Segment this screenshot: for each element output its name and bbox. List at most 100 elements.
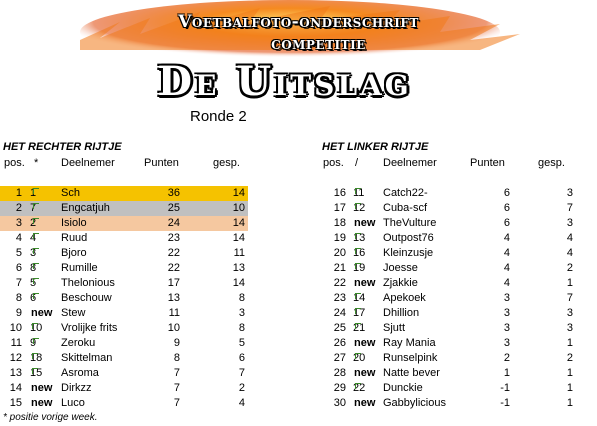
row-points: 3: [503, 322, 510, 334]
row-position: 10: [9, 322, 22, 334]
table-row: 21 19 Joesse 4 2: [320, 261, 578, 276]
row-participant: Bjoro: [61, 247, 87, 259]
row-played: 8: [238, 292, 245, 304]
row-previous-position: 17: [353, 307, 366, 319]
trend-arrow-icon: [33, 248, 39, 254]
row-played: 3: [238, 307, 245, 319]
row-participant: Dunckie: [383, 382, 423, 394]
row-points: 22: [167, 247, 180, 259]
row-position: 6: [15, 262, 22, 274]
table-row: 25 21 Sjutt 3 3: [320, 321, 578, 336]
row-position: 22: [333, 277, 346, 289]
table-row: 11 9 Zeroku 9 5: [0, 336, 248, 351]
banner: Voetbalfoto-onderschrift competitie De U…: [0, 0, 597, 110]
row-participant: Skittelman: [61, 352, 113, 364]
left-table-title: HET RECHTER RIJTJE: [3, 141, 122, 153]
right-table-title: HET LINKER RIJTJE: [322, 141, 429, 153]
table-row: 22 new Zjakkie 4 1: [320, 276, 578, 291]
row-participant: Runselpink: [383, 352, 438, 364]
row-position: 13: [9, 367, 22, 379]
row-position: 30: [333, 397, 346, 409]
row-previous-position: new: [31, 307, 53, 319]
table-row: 14 new Dirkzz 7 2: [0, 381, 248, 396]
row-points: 7: [173, 397, 180, 409]
header-played: gesp.: [213, 157, 240, 169]
table-row: 28 new Natte bever 1 1: [320, 366, 578, 381]
trend-arrow-icon: [355, 293, 361, 299]
row-participant: Zeroku: [61, 337, 96, 349]
table-row: 5 3 Bjoro 22 11: [0, 246, 248, 261]
row-position: 12: [9, 352, 22, 364]
row-participant: Sch: [61, 187, 80, 199]
table-row: 1 1 Sch 36 14: [0, 186, 248, 201]
row-played: 1: [566, 367, 573, 379]
row-points: 6: [503, 187, 510, 199]
row-played: 7: [566, 292, 573, 304]
row-points: 9: [173, 337, 180, 349]
trend-arrow-icon: [32, 368, 38, 374]
table-row: 20 16 Kleinzusje 4 4: [320, 246, 578, 261]
row-previous-position: new: [354, 397, 376, 409]
row-points: 4: [503, 247, 510, 259]
row-played: 1: [566, 382, 573, 394]
row-points: 2: [503, 352, 510, 364]
row-participant: TheVulture: [383, 217, 437, 229]
left-table-header: pos. * Deelnemer Punten gesp.: [0, 157, 250, 171]
row-participant: Natte bever: [383, 367, 440, 379]
row-played: 10: [232, 202, 245, 214]
row-played: 11: [233, 247, 245, 259]
row-previous-position: new: [31, 382, 53, 394]
banner-title: De Uitslag: [157, 58, 412, 105]
trend-arrow-icon: [355, 188, 361, 194]
row-position: 29: [333, 382, 346, 394]
table-row: 19 13 Outpost76 4 4: [320, 231, 578, 246]
trend-arrow-icon: [33, 218, 39, 224]
row-points: 17: [167, 277, 180, 289]
row-previous-position: new: [354, 367, 376, 379]
table-row: 2 7 Engcatjuh 25 10: [0, 201, 248, 216]
row-participant: Asroma: [61, 367, 99, 379]
table-row: 4 4 Ruud 23 14: [0, 231, 248, 246]
row-points: 6: [503, 217, 510, 229]
round-label: Ronde 2: [190, 108, 247, 125]
header-name: Deelnemer: [383, 157, 437, 169]
row-position: 20: [333, 247, 346, 259]
row-played: 14: [232, 187, 245, 199]
row-position: 8: [15, 292, 22, 304]
row-participant: Cuba-scf: [383, 202, 428, 214]
trend-arrow-icon: [33, 293, 39, 299]
row-played: 3: [566, 307, 573, 319]
table-row: 29 22 Dunckie -1 1: [320, 381, 578, 396]
table-row: 30 new Gabbylicious -1 1: [320, 396, 578, 411]
row-points: 11: [168, 307, 180, 319]
row-participant: Rumille: [61, 262, 98, 274]
header-pos: pos.: [4, 157, 25, 169]
trend-arrow-icon: [33, 233, 39, 239]
row-previous-position: 11: [353, 187, 365, 199]
banner-line-1: Voetbalfoto-onderschrift: [178, 12, 419, 32]
row-position: 18: [333, 217, 346, 229]
row-previous-position: 18: [30, 352, 43, 364]
row-previous-position: 19: [353, 262, 366, 274]
row-points: 10: [167, 322, 180, 334]
trend-arrow-icon: [355, 248, 361, 254]
trend-arrow-icon: [355, 263, 361, 269]
row-played: 2: [566, 352, 573, 364]
table-row: 6 8 Rumille 22 13: [0, 261, 248, 276]
row-participant: Gabbylicious: [383, 397, 446, 409]
table-row: 7 5 Thelonious 17 14: [0, 276, 248, 291]
row-points: 4: [503, 232, 510, 244]
row-previous-position: 15: [30, 367, 43, 379]
row-points: 4: [503, 277, 510, 289]
row-previous-position: 13: [353, 232, 366, 244]
row-participant: Stew: [61, 307, 86, 319]
row-position: 15: [9, 397, 22, 409]
row-points: 7: [173, 367, 180, 379]
row-played: 6: [238, 352, 245, 364]
right-table-body: 16 11 Catch22- 6 3 17 12 Cuba-scf 6 7 18 new TheVult…: [320, 186, 580, 411]
row-position: 5: [15, 247, 22, 259]
table-row: 17 12 Cuba-scf 6 7: [320, 201, 578, 216]
row-previous-position: 20: [353, 352, 366, 364]
header-name: Deelnemer: [61, 157, 115, 169]
row-played: 7: [566, 202, 573, 214]
